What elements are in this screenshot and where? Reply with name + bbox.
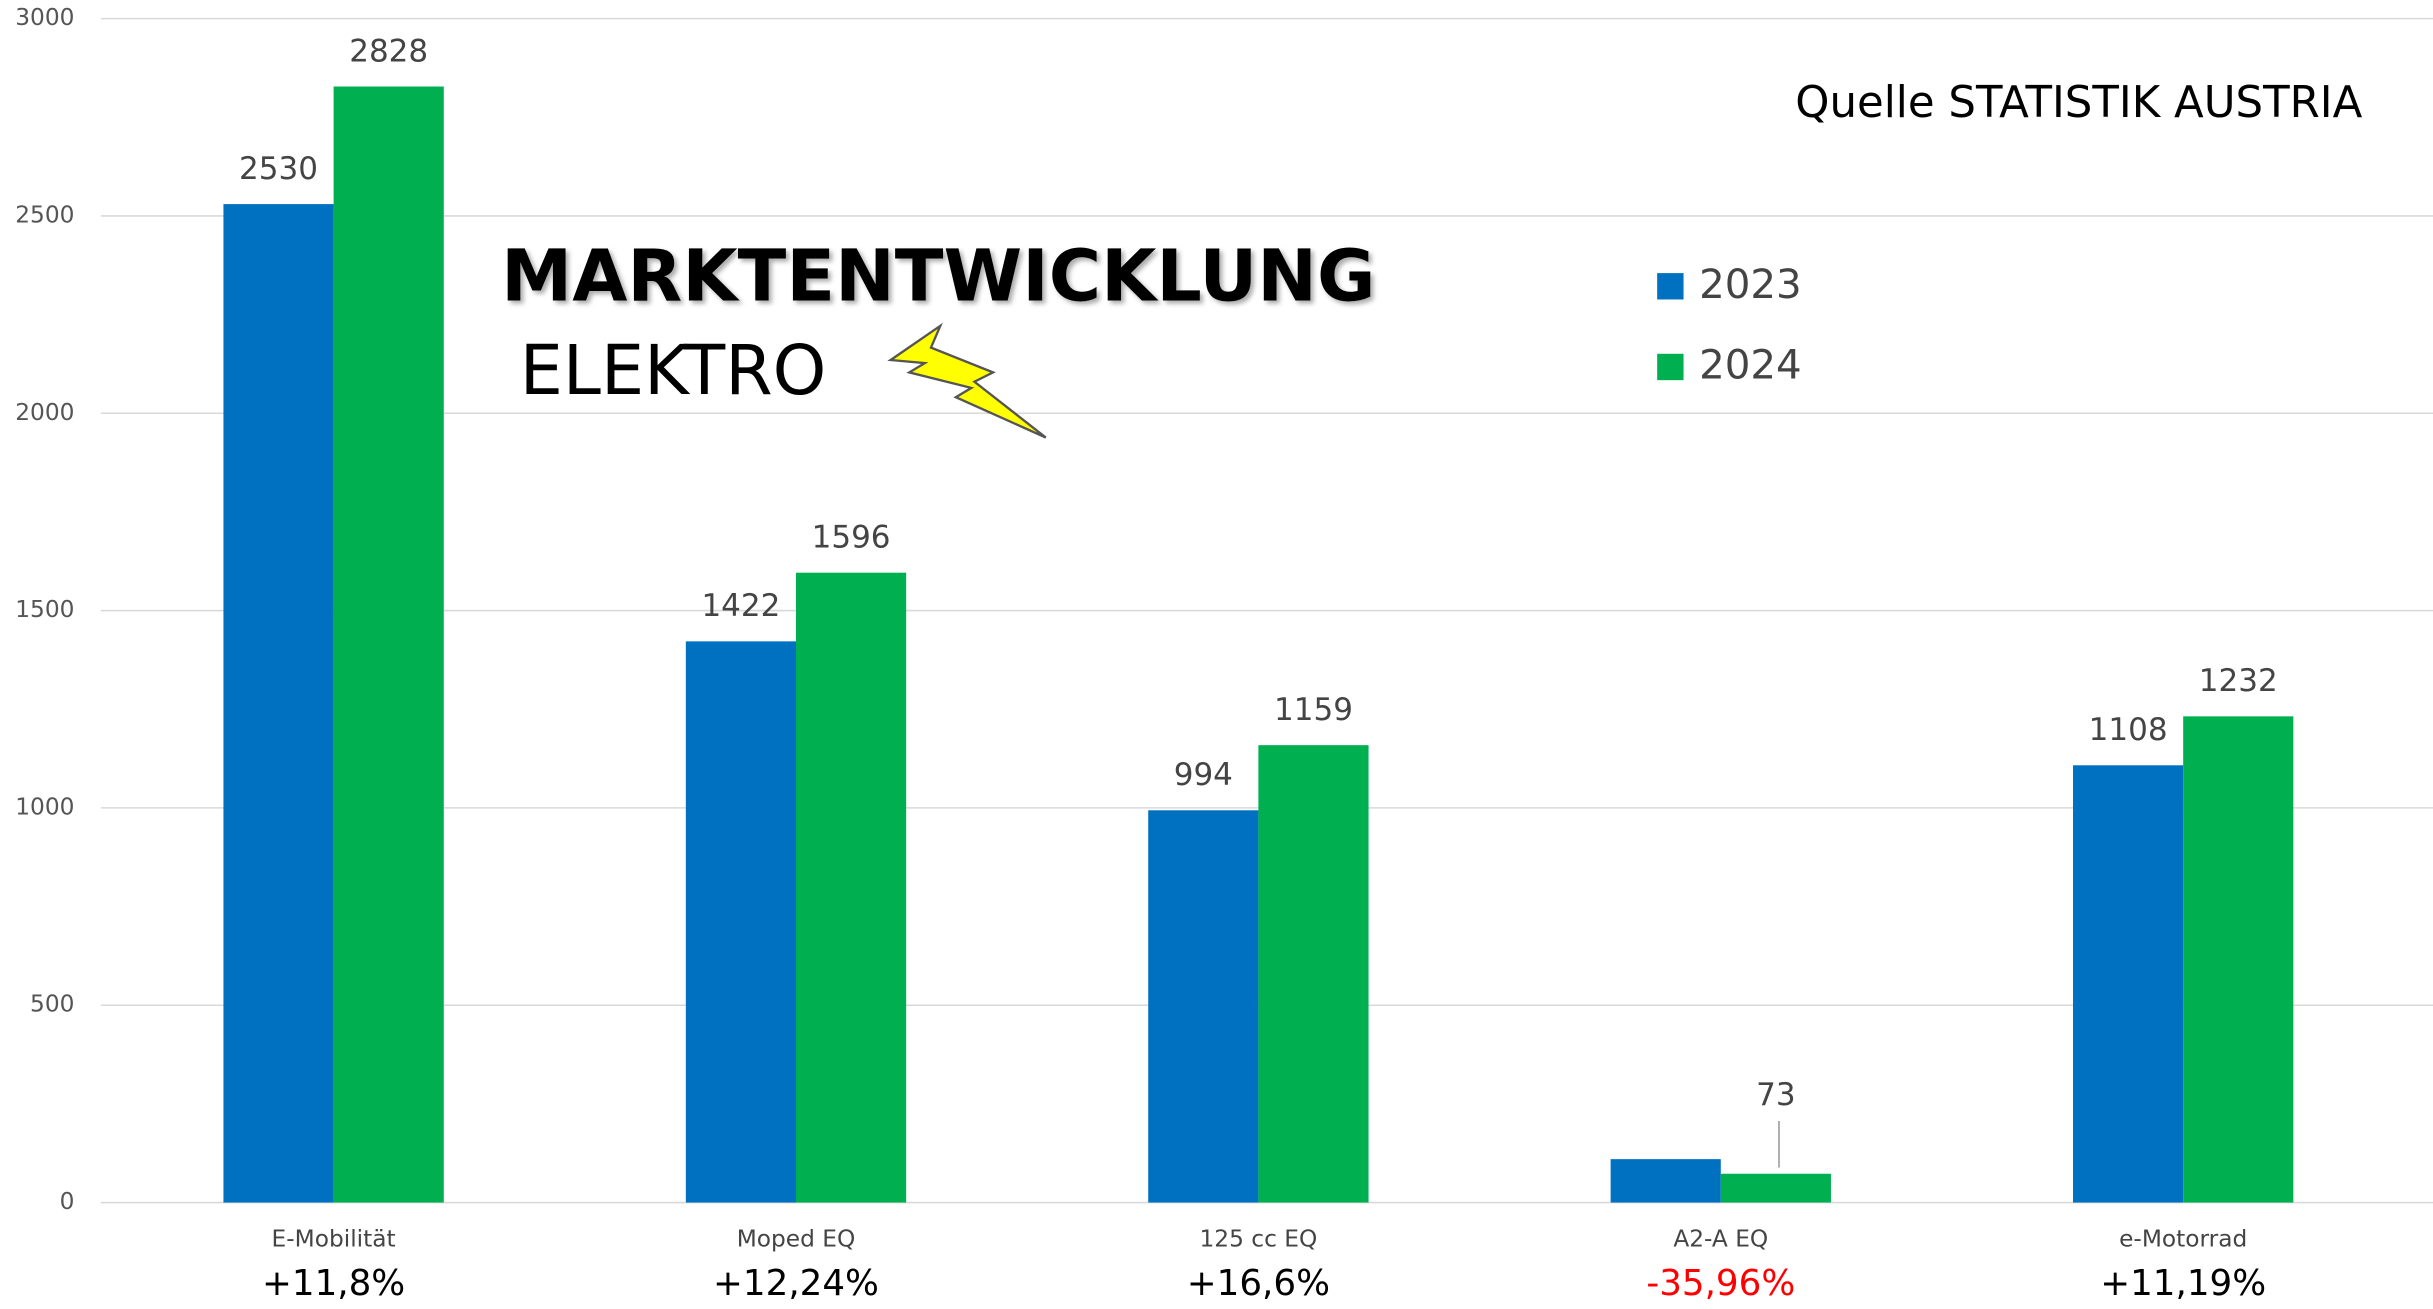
- bar: [796, 572, 907, 1203]
- bar: [2073, 765, 2184, 1203]
- x-tick-label: 125 cc EQ: [1199, 1225, 1317, 1252]
- x-tick-label: E-Mobilität: [272, 1225, 396, 1252]
- source-note: Quelle STATISTIK AUSTRIA: [1795, 78, 2362, 128]
- x-tick-label: Moped EQ: [737, 1225, 856, 1252]
- bar: [1148, 810, 1259, 1203]
- data-label: 1596: [812, 520, 891, 556]
- bar: [1258, 745, 1369, 1203]
- bars: [223, 86, 2294, 1203]
- chart-title: MARKTENTWICKLUNG: [501, 234, 1375, 317]
- x-tick-label: A2-A EQ: [1673, 1225, 1768, 1252]
- y-tick-label: 1000: [15, 793, 74, 820]
- y-tick-label: 3000: [15, 4, 74, 31]
- bar: [1720, 1173, 1831, 1203]
- y-tick-label: 2500: [15, 201, 74, 228]
- data-label: 1232: [2199, 663, 2278, 699]
- bar: [333, 86, 444, 1203]
- data-label: 994: [1174, 757, 1233, 793]
- bar: [685, 641, 797, 1203]
- data-label: 1159: [1274, 692, 1353, 728]
- bar: [1610, 1159, 1721, 1203]
- category-note: +16,6%: [1187, 1263, 1330, 1304]
- data-label: 2828: [349, 33, 428, 69]
- bar: [2183, 716, 2294, 1203]
- data-label: 1108: [2089, 712, 2168, 748]
- category-note: -35,96%: [1646, 1263, 1795, 1304]
- y-tick-label: 500: [30, 991, 74, 1018]
- category-note: +11,8%: [262, 1263, 405, 1304]
- legend-swatch: [1657, 273, 1684, 300]
- legend-label: 2024: [1699, 342, 1802, 389]
- data-label: 2530: [239, 151, 318, 187]
- category-note: +12,24%: [713, 1263, 879, 1304]
- data-label: 73: [1756, 1077, 1795, 1113]
- y-tick-label: 2000: [15, 399, 74, 426]
- chart-subtitle: ELEKTRO: [520, 332, 827, 411]
- y-tick-label: 1500: [15, 596, 74, 623]
- y-tick-label: 0: [60, 1188, 75, 1215]
- bar: [223, 204, 334, 1203]
- lightning-icon: [887, 322, 1047, 439]
- data-label: 1422: [701, 588, 780, 624]
- legend-label: 2023: [1699, 261, 1802, 308]
- category-note: +11,19%: [2100, 1263, 2266, 1304]
- legend-swatch: [1657, 353, 1684, 381]
- x-tick-label: e-Motorrad: [2119, 1225, 2247, 1252]
